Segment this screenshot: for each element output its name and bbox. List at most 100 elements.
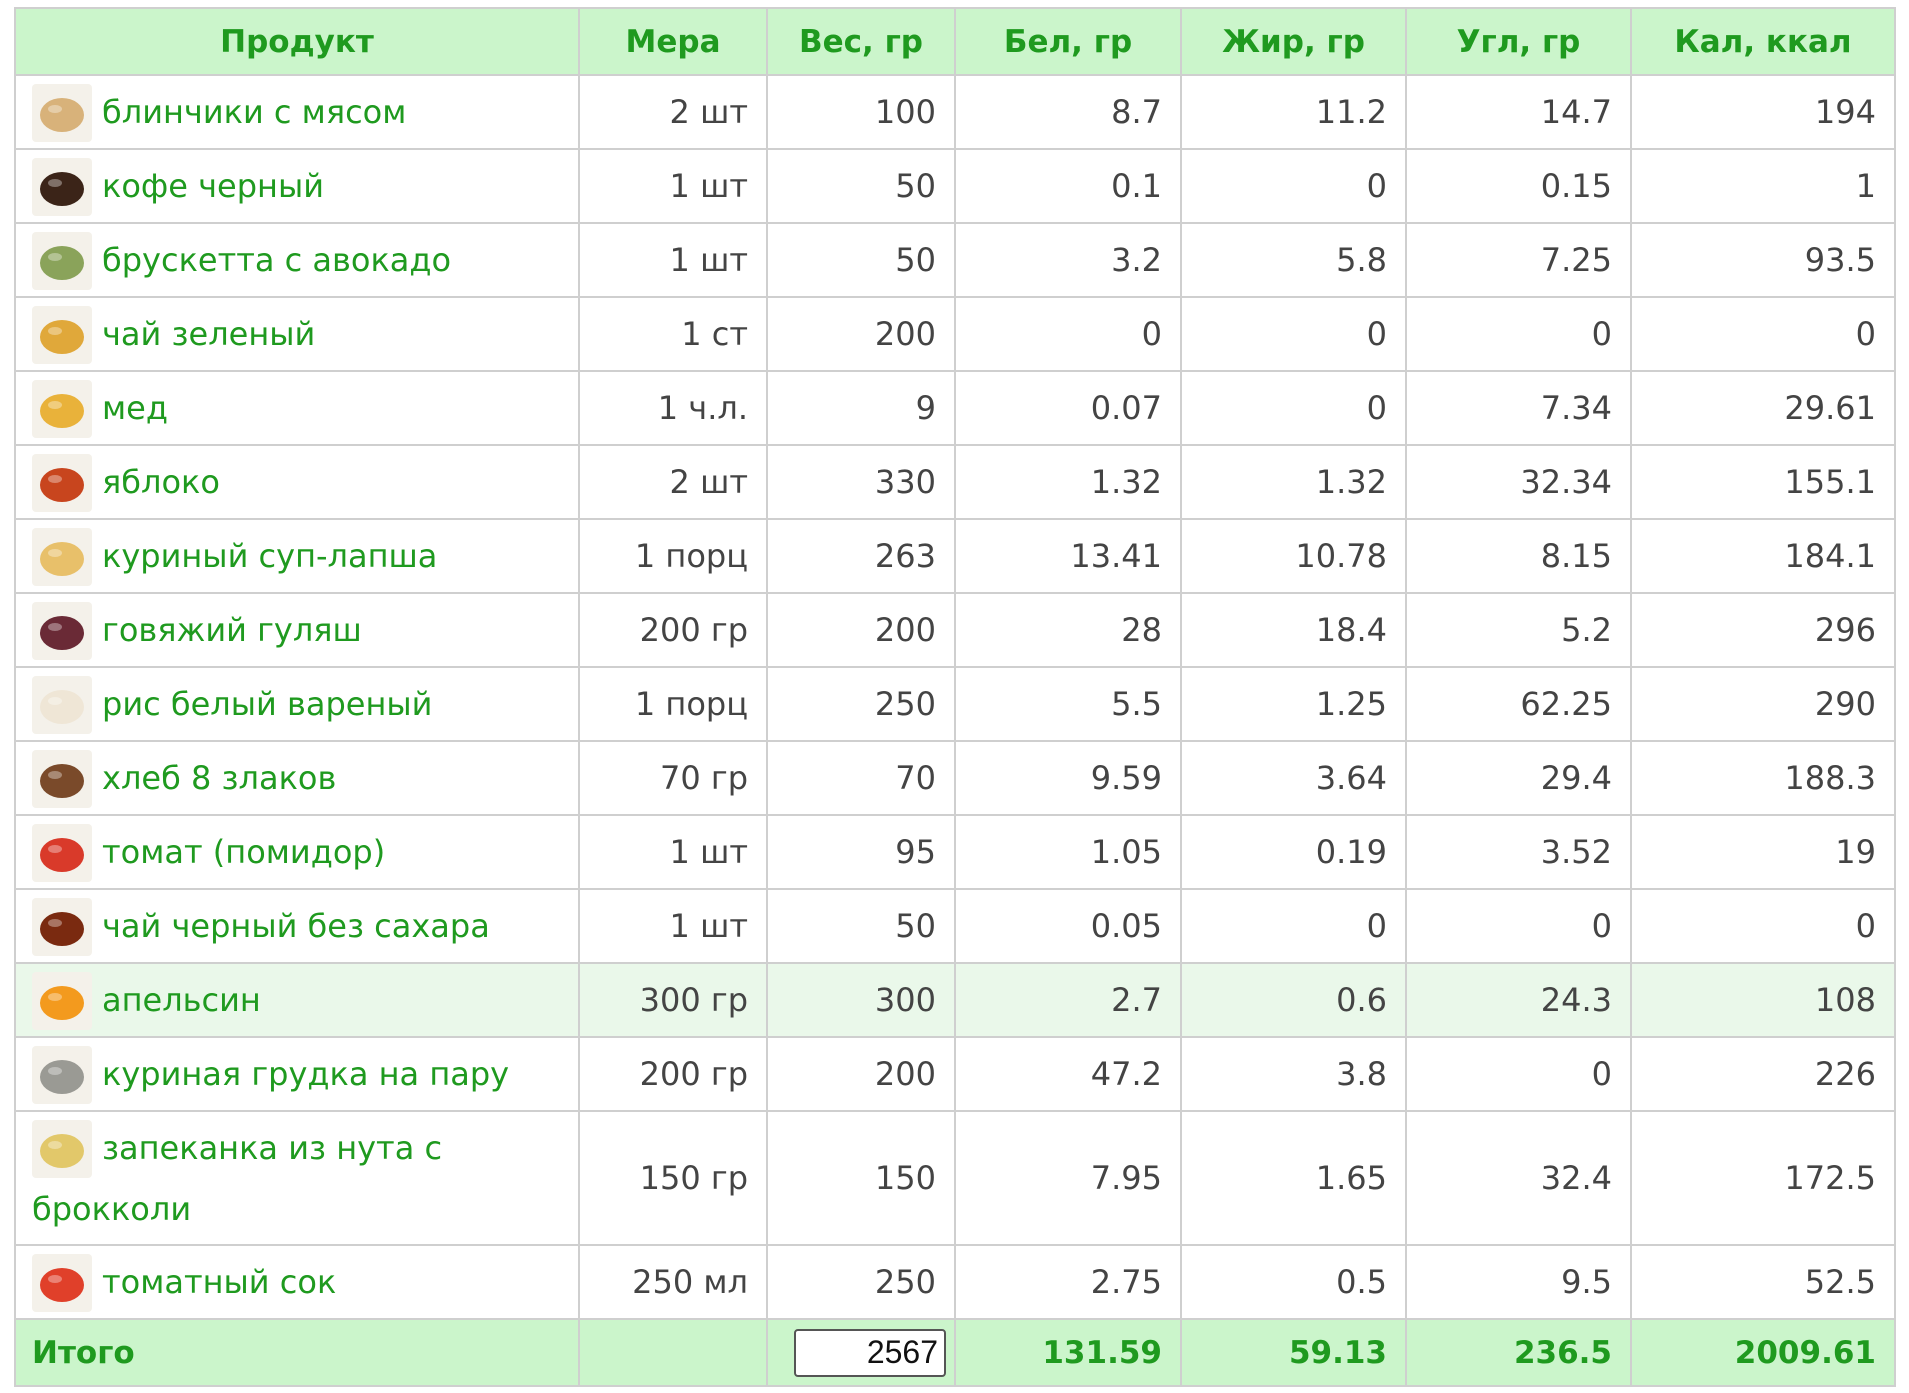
- total-carbs: 236.5: [1405, 1318, 1632, 1387]
- header-carbs[interactable]: Угл, гр: [1405, 7, 1632, 76]
- header-product[interactable]: Продукт: [14, 7, 580, 76]
- calories-cell: 1: [1630, 148, 1896, 224]
- fat-cell: 0.6: [1180, 962, 1407, 1038]
- protein-cell: 1.05: [954, 814, 1182, 890]
- protein-cell: 0.1: [954, 148, 1182, 224]
- product-link[interactable]: яблоко: [102, 463, 220, 501]
- fat-cell: 0.19: [1180, 814, 1407, 890]
- protein-cell: 7.95: [954, 1110, 1182, 1246]
- carbs-cell: 0: [1405, 296, 1632, 372]
- fat-cell: 0: [1180, 888, 1407, 964]
- fat-cell: 1.25: [1180, 666, 1407, 742]
- calories-cell: 93.5: [1630, 222, 1896, 298]
- table-row: блинчики с мясом 2 шт 100 8.7 11.2 14.7 194: [14, 74, 1896, 150]
- casserole-icon[interactable]: [32, 1120, 92, 1178]
- product-link[interactable]: говяжий гуляш: [102, 611, 362, 649]
- product-link[interactable]: чай зеленый: [102, 315, 316, 353]
- header-calories[interactable]: Кал, ккал: [1630, 7, 1896, 76]
- carbs-cell: 24.3: [1405, 962, 1632, 1038]
- carbs-cell: 7.34: [1405, 370, 1632, 446]
- nutrition-table-container: Продукт Мера Вес, гр Бел, гр Жир, гр Угл…: [14, 7, 1896, 1387]
- measure-cell: 200 гр: [578, 1036, 768, 1112]
- measure-cell: 70 гр: [578, 740, 768, 816]
- rice-bowl-icon[interactable]: [32, 676, 92, 734]
- protein-cell: 2.75: [954, 1244, 1182, 1320]
- product-link[interactable]: блинчики с мясом: [102, 93, 407, 131]
- product-link[interactable]: кофе черный: [102, 167, 325, 205]
- protein-cell: 0: [954, 296, 1182, 372]
- product-link[interactable]: хлеб 8 злаков: [102, 759, 337, 797]
- table-row: говяжий гуляш 200 гр 200 28 18.4 5.2 296: [14, 592, 1896, 668]
- table-row: хлеб 8 злаков 70 гр 70 9.59 3.64 29.4 188.3: [14, 740, 1896, 816]
- protein-cell: 3.2: [954, 222, 1182, 298]
- product-cell: чай зеленый: [14, 296, 580, 372]
- noodle-soup-icon[interactable]: [32, 528, 92, 586]
- total-protein: 131.59: [954, 1318, 1182, 1387]
- total-weight-input[interactable]: [794, 1328, 946, 1377]
- header-fat[interactable]: Жир, гр: [1180, 7, 1407, 76]
- carbs-cell: 0: [1405, 1036, 1632, 1112]
- apple-icon[interactable]: [32, 454, 92, 512]
- measure-cell: 2 шт: [578, 444, 768, 520]
- table-row: запеканка из нута с брокколи 150 гр 150 7.9…: [14, 1110, 1896, 1246]
- tomato-juice-icon[interactable]: [32, 1254, 92, 1312]
- product-link[interactable]: куриный суп-лапша: [102, 537, 438, 575]
- bread-icon[interactable]: [32, 750, 92, 808]
- product-cell: томатный сок: [14, 1244, 580, 1320]
- chicken-breast-icon[interactable]: [32, 1046, 92, 1104]
- green-tea-icon[interactable]: [32, 306, 92, 364]
- fat-cell: 0: [1180, 370, 1407, 446]
- fat-cell: 3.8: [1180, 1036, 1407, 1112]
- tomato-icon[interactable]: [32, 824, 92, 882]
- product-cell: запеканка из нута с брокколи: [14, 1110, 580, 1246]
- total-measure: [578, 1318, 768, 1387]
- fat-cell: 1.32: [1180, 444, 1407, 520]
- coffee-cup-icon[interactable]: [32, 158, 92, 216]
- fat-cell: 5.8: [1180, 222, 1407, 298]
- weight-cell: 50: [766, 888, 956, 964]
- total-calories: 2009.61: [1630, 1318, 1896, 1387]
- table-body: блинчики с мясом 2 шт 100 8.7 11.2 14.7 194 коф…: [14, 74, 1896, 1320]
- product-link[interactable]: брускетта с авокадо: [102, 241, 452, 279]
- table-row: рис белый вареный 1 порц 250 5.5 1.25 62.25 29…: [14, 666, 1896, 742]
- measure-cell: 1 шт: [578, 888, 768, 964]
- carbs-cell: 32.34: [1405, 444, 1632, 520]
- bruschetta-icon[interactable]: [32, 232, 92, 290]
- product-link[interactable]: апельсин: [102, 981, 261, 1019]
- nutrition-table: Продукт Мера Вес, гр Бел, гр Жир, гр Угл…: [14, 7, 1896, 1387]
- fat-cell: 18.4: [1180, 592, 1407, 668]
- header-weight[interactable]: Вес, гр: [766, 7, 956, 76]
- product-link[interactable]: томатный сок: [102, 1263, 337, 1301]
- protein-cell: 13.41: [954, 518, 1182, 594]
- product-link[interactable]: чай черный без сахара: [102, 907, 490, 945]
- honey-icon[interactable]: [32, 380, 92, 438]
- weight-cell: 263: [766, 518, 956, 594]
- calories-cell: 0: [1630, 888, 1896, 964]
- product-link[interactable]: рис белый вареный: [102, 685, 433, 723]
- weight-cell: 9: [766, 370, 956, 446]
- product-link[interactable]: запеканка из нута с брокколи: [32, 1129, 443, 1228]
- product-cell: блинчики с мясом: [14, 74, 580, 150]
- carbs-cell: 9.5: [1405, 1244, 1632, 1320]
- pancakes-icon[interactable]: [32, 84, 92, 142]
- black-tea-icon[interactable]: [32, 898, 92, 956]
- header-measure[interactable]: Мера: [578, 7, 768, 76]
- product-link[interactable]: мед: [102, 389, 168, 427]
- goulash-icon[interactable]: [32, 602, 92, 660]
- product-cell: куриный суп-лапша: [14, 518, 580, 594]
- weight-cell: 50: [766, 222, 956, 298]
- product-cell: мед: [14, 370, 580, 446]
- protein-cell: 47.2: [954, 1036, 1182, 1112]
- measure-cell: 1 ст: [578, 296, 768, 372]
- product-link[interactable]: томат (помидор): [102, 833, 386, 871]
- header-protein[interactable]: Бел, гр: [954, 7, 1182, 76]
- total-row: Итого 131.59 59.13 236.5 2009.61: [14, 1318, 1896, 1387]
- measure-cell: 1 шт: [578, 222, 768, 298]
- table-row: апельсин 300 гр 300 2.7 0.6 24.3 108: [14, 962, 1896, 1038]
- product-cell: брускетта с авокадо: [14, 222, 580, 298]
- orange-icon[interactable]: [32, 972, 92, 1030]
- product-link[interactable]: куриная грудка на пару: [102, 1055, 510, 1093]
- weight-cell: 330: [766, 444, 956, 520]
- weight-cell: 200: [766, 296, 956, 372]
- product-cell: томат (помидор): [14, 814, 580, 890]
